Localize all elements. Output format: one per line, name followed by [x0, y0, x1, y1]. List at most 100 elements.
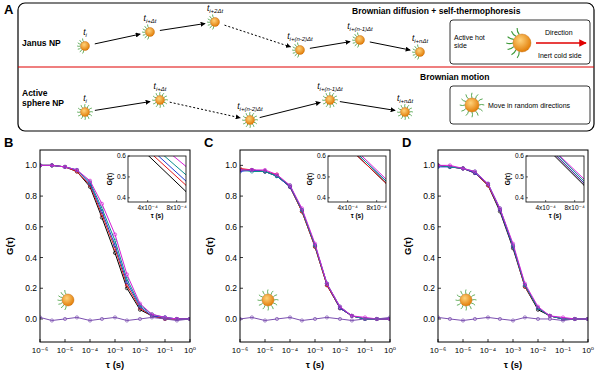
figure: AJanus NPtiti+Δtti+2Δtti+(n-2)Δtti+(n-1)…	[0, 0, 600, 380]
ligand	[413, 49, 416, 50]
time-subscript: i+2Δt	[209, 8, 223, 14]
sphere-particle	[397, 104, 413, 120]
ligand	[292, 50, 295, 51]
time-subscript: i	[86, 98, 88, 104]
ligand	[478, 99, 483, 102]
nanoparticle-core	[460, 294, 472, 306]
sphere-particle	[77, 104, 93, 120]
series-point	[300, 207, 303, 210]
inset-y-tick-label: 0.4	[117, 194, 126, 201]
series-point	[125, 319, 128, 322]
ligand	[156, 104, 158, 107]
ligand	[153, 96, 156, 98]
inset-frame	[526, 156, 584, 202]
ligand	[295, 53, 297, 56]
ligand	[213, 15, 214, 18]
series-line	[328, 156, 386, 202]
ligand	[461, 305, 463, 309]
ligand	[165, 99, 168, 100]
ligand	[332, 104, 334, 107]
time-label: ti	[83, 93, 87, 104]
y-tick-label: 0.0	[225, 314, 237, 324]
ligand	[456, 300, 461, 301]
inset-x-label: τ (s)	[151, 212, 164, 220]
inset-y-tick	[526, 197, 528, 198]
ligand	[90, 111, 93, 112]
inset-frame	[328, 156, 386, 202]
x-tick-label: 10⁻⁵	[455, 346, 471, 355]
ligand	[80, 49, 82, 52]
ligand	[466, 94, 469, 99]
ligand	[263, 291, 265, 295]
series-point	[486, 316, 489, 319]
ligand	[457, 303, 461, 305]
series-point	[313, 317, 316, 320]
step-arrow	[340, 102, 395, 111]
y-tick-label: 1.0	[225, 160, 237, 170]
series-point	[548, 317, 551, 320]
key-line: Active hot	[454, 34, 485, 41]
key-box	[450, 86, 590, 124]
ligand	[397, 112, 400, 113]
ligand	[298, 43, 299, 46]
time-label: ti+(n-2)Δt	[287, 31, 313, 42]
ligand	[78, 114, 81, 116]
series-line	[328, 156, 386, 202]
ligand	[471, 295, 475, 297]
ligand	[259, 295, 263, 297]
inset-y-tick-label: 0.6	[515, 152, 524, 159]
janus-particle	[292, 43, 304, 58]
inset-y-label: G(τ)	[504, 173, 512, 185]
step-arrow	[224, 25, 290, 47]
key-box	[450, 20, 590, 64]
y-tick-label: 0.6	[25, 222, 37, 232]
y-tick-label: 0.4	[25, 253, 37, 263]
ligand	[160, 105, 161, 108]
nanoparticle-core	[326, 96, 335, 105]
panel-label: B	[4, 135, 13, 150]
ligand	[254, 116, 257, 118]
ligand	[268, 306, 269, 311]
inset-x-tick	[574, 200, 575, 202]
ligand	[471, 303, 475, 305]
series-point	[573, 317, 576, 320]
ligand	[80, 40, 82, 43]
plot-frame	[438, 150, 588, 342]
nanoparticle-core	[465, 98, 479, 112]
series-point	[363, 317, 366, 320]
ligand	[323, 96, 326, 98]
ligand	[457, 295, 461, 297]
nanoparticle-core	[246, 116, 255, 125]
nanoparticle-core	[211, 18, 220, 27]
ligand	[274, 299, 279, 300]
series-point	[263, 168, 266, 171]
janus-particle	[207, 15, 219, 30]
nanoparticle-core	[62, 294, 74, 306]
ligand	[401, 116, 403, 119]
key-text: Direction	[545, 29, 573, 36]
x-tick-label: 10⁻⁴	[82, 346, 99, 355]
series-line	[128, 156, 186, 202]
time-subscript: i+Δt	[156, 86, 167, 92]
inset-y-tick-label: 0.6	[117, 152, 126, 159]
series-point	[473, 317, 476, 320]
inset-x-tick-label: 4x10⁻⁴	[138, 204, 159, 211]
key-text: Active hotside	[454, 34, 485, 49]
ligand	[409, 114, 412, 116]
ligand	[143, 34, 146, 35]
ligand	[246, 113, 248, 116]
inset-background	[128, 156, 186, 202]
ligand	[295, 44, 297, 47]
ligand	[89, 108, 92, 110]
ligand	[271, 291, 273, 295]
ligand	[162, 93, 164, 96]
time-subscript: i+(n-1)Δt	[350, 26, 374, 32]
series-point	[100, 317, 103, 320]
ligand	[273, 303, 277, 305]
series-line	[328, 156, 386, 202]
series-point	[473, 170, 476, 173]
inset-y-tick-label: 0.5	[117, 173, 126, 180]
x-axis-label: τ (s)	[106, 359, 125, 370]
inset-y-tick-label: 0.5	[515, 173, 524, 180]
ligand	[159, 92, 160, 95]
